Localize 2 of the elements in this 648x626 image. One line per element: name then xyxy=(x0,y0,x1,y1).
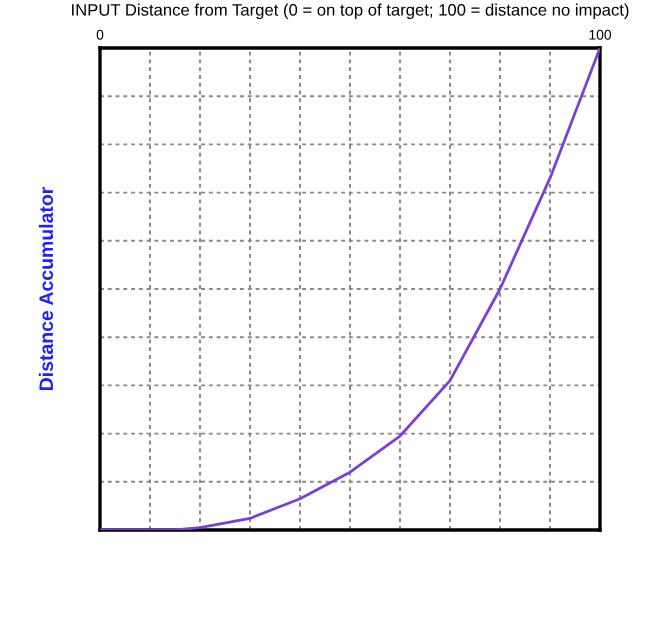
y-axis-title: Distance Accumulator xyxy=(38,187,54,390)
x-axis-title: INPUT Distance from Target (0 = on top of target; 100 = distance no impact) xyxy=(72,3,629,20)
